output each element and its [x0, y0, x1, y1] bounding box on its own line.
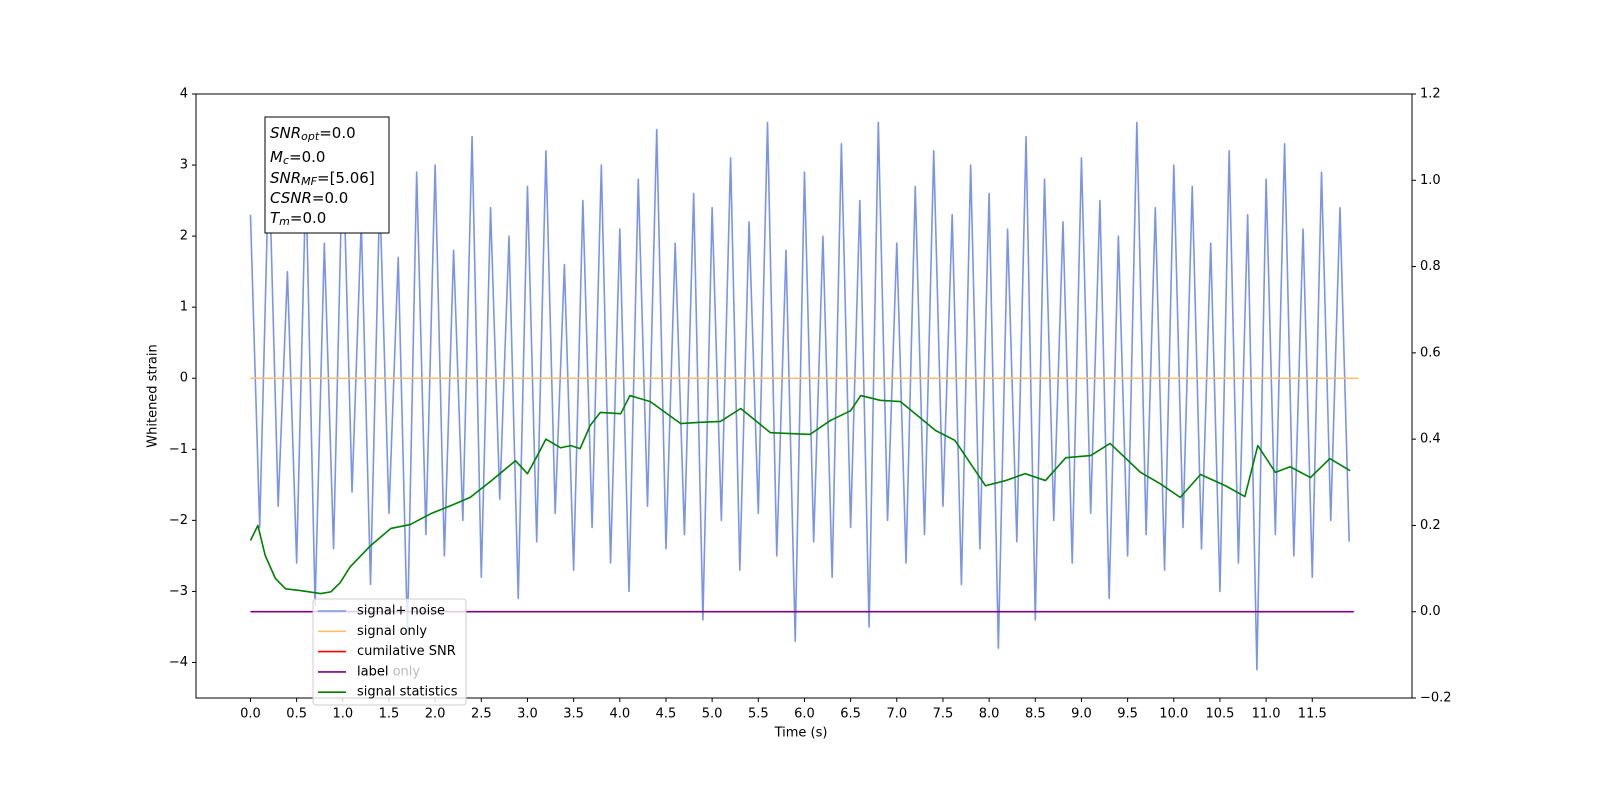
x-tick-label: 7.5 — [933, 707, 954, 722]
x-tick-label: 10.0 — [1159, 707, 1188, 722]
x-tick-label: 10.5 — [1205, 707, 1234, 722]
x-tick-label: 8.0 — [979, 707, 1000, 722]
x-tick-label: 11.0 — [1252, 707, 1281, 722]
x-tick-label: 6.5 — [840, 707, 861, 722]
y2-tick-label: 0.2 — [1420, 518, 1441, 533]
x-tick-label: 0.5 — [286, 707, 307, 722]
x-tick-label: 5.0 — [702, 707, 723, 722]
annotation-symbol: T — [270, 209, 281, 227]
y-tick-label: −4 — [169, 655, 188, 670]
x-tick-label: 2.0 — [425, 707, 446, 722]
annotation-symbol: CSNR — [270, 189, 312, 207]
series-line — [249, 394, 1351, 595]
annotation-subscript: opt — [301, 130, 320, 143]
legend-label: cumilative SNR — [357, 644, 456, 659]
x-tick-label: 11.5 — [1298, 707, 1327, 722]
x-tick-label: 2.5 — [471, 707, 492, 722]
x-tick-label: 8.5 — [1025, 707, 1046, 722]
annotation-value: =0.0 — [289, 148, 325, 166]
annotation-subscript: m — [279, 215, 290, 228]
annotation-value: =0.0 — [319, 124, 355, 142]
x-tick-label: 6.0 — [794, 707, 815, 722]
annotation-symbol: M — [270, 148, 283, 166]
annotation-symbol: SNR — [270, 169, 301, 187]
annotation-line: CSNR=0.0 — [270, 189, 348, 207]
x-tick-label: 4.5 — [656, 707, 677, 722]
annotation-box: SNRopt=0.0Mc=0.0SNRMF=[5.06]CSNR=0.0Tm=0… — [264, 116, 390, 234]
y-tick-label: 2 — [180, 229, 188, 244]
x-tick-label: 0.0 — [240, 707, 261, 722]
x-tick-label: 9.0 — [1071, 707, 1092, 722]
y2-tick-label: 0.6 — [1420, 345, 1441, 360]
annotation-subscript: c — [283, 154, 289, 167]
annotation-value: =0.0 — [290, 209, 326, 227]
legend-label: signal+ noise — [357, 604, 445, 619]
annotation-line: SNRMF=[5.06] — [270, 169, 375, 189]
y-tick-label: −3 — [169, 584, 188, 599]
annotation-line: Tm=0.0 — [270, 209, 326, 229]
y2-tick-label: 0.8 — [1420, 259, 1441, 274]
annotation-value: =0.0 — [312, 189, 348, 207]
y-tick-label: 1 — [180, 300, 188, 315]
legend-frame — [312, 598, 467, 706]
y2-tick-label: 1.0 — [1420, 173, 1441, 188]
annotation-frame — [264, 116, 390, 234]
x-tick-label: 3.5 — [563, 707, 584, 722]
legend-overlay-text: label only — [357, 664, 420, 679]
x-tick-label: 7.0 — [886, 707, 907, 722]
y-tick-label: −2 — [169, 513, 188, 528]
x-tick-label: 1.0 — [332, 707, 353, 722]
legend-label: signal statistics — [357, 685, 458, 700]
annotation-subscript: MF — [301, 175, 317, 188]
x-tick-label: 9.5 — [1117, 707, 1138, 722]
legend-label: signal only — [357, 624, 427, 639]
y2-tick-label: 0.4 — [1420, 432, 1441, 447]
y-tick-label: 3 — [180, 158, 188, 173]
legend-label: label — [357, 664, 388, 679]
y-tick-label: 0 — [180, 371, 188, 386]
series-line — [249, 121, 1351, 671]
y2-tick-label: 0.0 — [1420, 604, 1441, 619]
y-tick-label: 4 — [180, 87, 188, 102]
legend: signal+ noise signal only cumilative SNR la… — [312, 598, 467, 706]
annotation-symbol: SNR — [270, 124, 301, 142]
y-axis-label: Whitened strain — [146, 344, 161, 447]
y2-tick-label: 1.2 — [1420, 87, 1441, 102]
x-axis-label: Time (s) — [774, 726, 828, 741]
y-tick-label: −1 — [169, 442, 188, 457]
x-tick-label: 5.5 — [748, 707, 769, 722]
x-tick-label: 3.0 — [517, 707, 538, 722]
annotation-value: =[5.06] — [317, 169, 375, 187]
annotation-line: SNRopt=0.0 — [270, 124, 356, 144]
annotation-line: Mc=0.0 — [270, 148, 325, 168]
y2-tick-label: −0.2 — [1420, 691, 1452, 706]
x-tick-label: 1.5 — [379, 707, 400, 722]
x-tick-label: 4.0 — [609, 707, 630, 722]
